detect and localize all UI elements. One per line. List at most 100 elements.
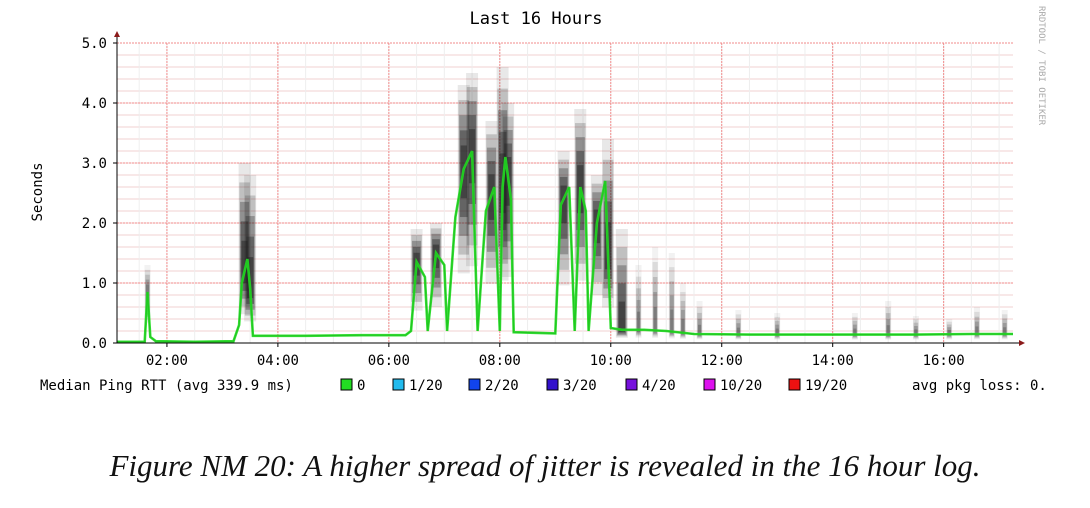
jitter-spread-band <box>1002 322 1007 337</box>
jitter-spread-band <box>736 327 740 336</box>
jitter-spread-band <box>636 288 641 335</box>
legend-item: 0 <box>340 378 365 394</box>
y-tick-label: 4.0 <box>82 96 107 112</box>
figure-caption: Figure NM 20: A higher spread of jitter … <box>109 448 981 483</box>
legend-item-label: 1/20 <box>409 378 443 394</box>
jitter-spread-band <box>697 312 702 338</box>
x-tick-label: 16:00 <box>923 353 965 369</box>
jitter-spread-band <box>853 328 857 337</box>
jitter-spread-band <box>652 262 658 337</box>
axes <box>114 31 1025 346</box>
jitter-spread-band <box>616 247 628 337</box>
legend-item: 2/20 <box>468 378 519 394</box>
watermark: RRDTOOL / TOBI OETIKER <box>1036 6 1046 126</box>
jitter-spread-band <box>1003 327 1007 336</box>
jitter-spread-band <box>852 324 857 337</box>
jitter-spread-band <box>680 300 686 337</box>
jitter-spread-band <box>736 318 741 338</box>
jitter-spread-band <box>947 329 951 336</box>
legend-swatch <box>546 378 559 391</box>
legend-item: 4/20 <box>625 378 676 394</box>
jitter-spread-band <box>975 321 979 337</box>
legend-swatch <box>625 378 638 391</box>
legend-item-label: 10/20 <box>720 378 762 394</box>
jitter-spread-band <box>913 319 919 339</box>
smokeping-chart: Last 16 Hours 0.01.02.03.04.05.0 02:00 04… <box>30 6 1047 394</box>
jitter-spread-band <box>635 276 642 337</box>
legend-item-label: 2/20 <box>485 378 519 394</box>
y-tick-label: 0.0 <box>82 336 107 352</box>
jitter-spread-band <box>735 314 742 339</box>
jitter-spread-band <box>653 307 657 333</box>
jitter-spread-band <box>681 318 685 335</box>
y-tick-labels: 0.0 1.0 2.0 3.0 4.0 5.0 <box>82 36 117 352</box>
y-tick-label: 1.0 <box>82 276 107 292</box>
x-tick-label: 14:00 <box>812 353 854 369</box>
legend: Median Ping RTT (avg 339.9 ms) 0 1/20 2/20… <box>40 378 1047 394</box>
legend-item-label: 19/20 <box>805 378 847 394</box>
jitter-spread-band <box>851 313 858 340</box>
jitter-spread-band <box>1001 310 1008 340</box>
jitter-spread-band <box>774 313 781 340</box>
jitter-spread-band <box>885 307 891 339</box>
legend-swatch <box>468 378 481 391</box>
legend-swatch <box>340 378 353 391</box>
x-tick-label: 10:00 <box>590 353 632 369</box>
jitter-spread-band <box>852 320 858 338</box>
y-axis-arrow-icon <box>114 31 120 37</box>
legend-loss-label: avg pkg loss: 0. <box>912 378 1047 394</box>
jitter-spread-band <box>946 319 953 340</box>
jitter-spread-band <box>1002 314 1008 339</box>
jitter-spread-band <box>913 322 919 338</box>
jitter-spread-band <box>885 313 891 338</box>
jitter-spread-band <box>679 283 686 339</box>
legend-swatch <box>703 378 716 391</box>
jitter-spread-band <box>636 299 641 334</box>
x-tick-labels: 02:00 04:00 06:00 08:00 10:00 12:00 14:00 16:00 <box>146 343 965 369</box>
x-tick-label: 04:00 <box>257 353 299 369</box>
chart-title: Last 16 Hours <box>469 9 602 29</box>
jitter-spread-band <box>974 311 980 339</box>
jitter-spread-band <box>653 292 658 334</box>
x-tick-label: 08:00 <box>479 353 521 369</box>
jitter-spread-band <box>1002 318 1007 338</box>
jitter-spread-band <box>669 295 674 335</box>
jitter-spread-band <box>775 328 779 337</box>
y-tick-label: 5.0 <box>82 36 107 52</box>
jitter-spread-band <box>680 309 685 336</box>
jitter-spread-band <box>885 301 892 340</box>
jitter-spread-band <box>618 301 625 333</box>
legend-item-label: 4/20 <box>642 378 676 394</box>
jitter-spread-band <box>680 291 686 338</box>
jitter-spread-band <box>652 247 659 338</box>
jitter-spread-band <box>946 324 952 338</box>
legend-series-label: Median Ping RTT (avg 339.9 ms) <box>40 378 293 394</box>
jitter-spread-band <box>669 281 675 336</box>
y-tick-label: 3.0 <box>82 156 107 172</box>
jitter-spread-band <box>617 265 627 335</box>
x-tick-label: 12:00 <box>701 353 743 369</box>
jitter-spread-band <box>886 325 890 337</box>
jitter-spread-band <box>669 267 675 338</box>
jitter-spread-band <box>697 324 702 336</box>
jitter-spread-band <box>636 311 641 333</box>
jitter-spread-band <box>914 329 918 337</box>
jitter-spread-band <box>696 301 703 340</box>
jitter-spread-band <box>697 318 702 337</box>
jitter-spread-band <box>974 316 980 338</box>
jitter-spread-band <box>735 310 742 340</box>
median-line <box>117 150 1013 344</box>
jitter-spread-band <box>775 324 780 337</box>
jitter-spread-band <box>852 316 858 339</box>
jitter-spread-band <box>946 321 952 339</box>
jitter-spread-band <box>652 277 658 336</box>
jitter-spread-band <box>668 253 675 339</box>
jitter-spread-band <box>241 240 248 284</box>
y-axis-label: Seconds <box>30 162 46 221</box>
y-tick-label: 2.0 <box>82 216 107 232</box>
jitter-spread-band <box>947 327 952 337</box>
jitter-spread-band <box>973 307 980 340</box>
legend-item: 19/20 <box>788 378 847 394</box>
legend-item: 1/20 <box>392 378 443 394</box>
x-tick-label: 02:00 <box>146 353 188 369</box>
